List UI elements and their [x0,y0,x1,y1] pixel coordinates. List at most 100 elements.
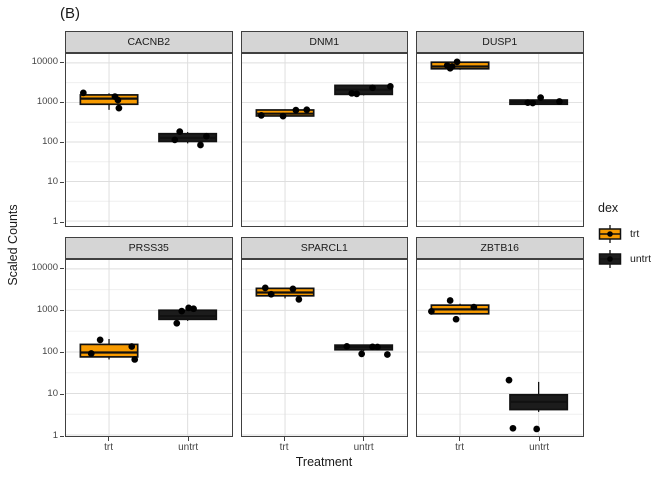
y-tick-label: 1000 [36,304,58,315]
facet-strip-sparcl1: SPARCL1 [240,237,408,259]
x-tick-mark [187,437,189,441]
y-axis-title: Scaled Counts [6,204,20,286]
facet-strip-label: ZBTB16 [480,242,519,254]
data-point-untrt [505,376,513,384]
y-tick-label: 10000 [31,262,58,273]
legend-point [607,231,613,237]
legend-items: trt untrt [598,224,651,269]
facet-strip-prss35: PRSS35 [65,237,233,259]
data-point-untrt [203,132,210,140]
data-point-untrt [373,343,381,351]
x-tick-mark [283,437,285,441]
facet-strip-dnm1: DNM1 [240,31,408,53]
data-point-trt [452,315,460,323]
data-point-untrt [537,94,544,102]
data-point-untrt [383,351,391,358]
y-tick-label: 1 [52,430,58,441]
y-tick-label: 10 [47,388,58,399]
data-point-trt [261,284,269,292]
y-tick-label: 10 [47,176,58,187]
facet-plot-cacnb2 [66,54,232,226]
x-tick-label-untrt: untrt [178,442,199,453]
facet-strip-zbtb16: ZBTB16 [416,237,584,259]
y-tick-label: 100 [42,136,58,147]
y-tick-label: 100 [42,346,58,357]
data-point-untrt [352,90,360,98]
data-point-untrt [357,350,365,358]
data-point-trt [267,290,275,298]
facet-panel-sparcl1 [240,259,408,437]
data-point-untrt [533,425,541,433]
facet-strip-label: DUSP1 [482,36,518,48]
data-point-untrt [197,141,204,149]
facet-plot-dnm1 [241,54,407,226]
legend-label-trt: trt [630,228,640,240]
y-tick-mark [60,435,64,437]
y-tick-mark [60,309,64,311]
legend-key-trt-boxplot-glyph [598,225,622,243]
figure-title: (B) [60,5,80,22]
y-tick-mark [60,221,64,223]
facet-panel-dnm1 [240,53,408,227]
facet-strip-label: PRSS35 [128,242,169,254]
data-point-trt [131,356,139,363]
data-point-trt [470,303,478,311]
data-point-untrt [529,99,537,107]
data-point-trt [289,285,296,293]
data-point-trt [453,58,461,66]
data-point-trt [279,112,286,120]
data-point-untrt [176,128,184,135]
y-tick-mark [60,101,64,103]
x-tick-label-trt: trt [455,442,464,453]
data-point-untrt [386,83,394,90]
legend-item-trt: trt [598,224,651,244]
x-tick-label-untrt: untrt [353,442,374,453]
data-point-trt [302,106,310,114]
y-tick-mark [60,267,64,269]
data-point-trt [428,307,435,315]
data-point-trt [128,343,136,350]
legend-label-untrt: untrt [630,253,652,265]
data-point-untrt [171,136,179,144]
facet-strip-label: SPARCL1 [300,242,348,254]
y-tick-mark [60,351,64,353]
facet-plot-dusp1 [417,54,583,226]
legend: dex trt untrt [598,201,651,274]
data-point-trt [446,297,454,304]
facet-plot-prss35 [66,260,232,436]
data-point-untrt [556,98,563,105]
data-point-trt [115,104,123,112]
facet-panel-cacnb2 [65,53,233,227]
facet-strip-cacnb2: CACNB2 [65,31,233,53]
y-tick-mark [60,393,64,395]
data-point-trt [446,64,454,72]
y-tick-mark [60,181,64,183]
data-point-trt [114,96,122,104]
x-tick-mark [363,437,365,441]
facet-panel-dusp1 [416,53,584,227]
data-point-trt [87,350,95,357]
facet-strip-dusp1: DUSP1 [416,31,584,53]
y-tick-label: 1 [52,216,58,227]
x-axis-title: Treatment [295,455,353,469]
data-point-untrt [509,424,517,432]
data-point-untrt [347,89,355,97]
x-tick-label-untrt: untrt [529,442,550,453]
data-point-trt [295,295,302,303]
data-point-untrt [368,343,376,351]
box-untrt [158,309,218,321]
legend-item-untrt: untrt [598,249,651,269]
data-point-untrt [368,84,376,92]
x-tick-mark [459,437,461,441]
legend-title: dex [598,201,619,215]
x-tick-mark [538,437,540,441]
y-tick-label: 10000 [31,56,58,67]
facet-strip-label: DNM1 [309,36,340,48]
data-point-untrt [173,319,181,327]
x-tick-mark [108,437,110,441]
facet-plot-zbtb16 [417,260,583,436]
data-point-untrt [178,307,186,315]
data-point-untrt [524,99,532,106]
y-tick-label: 1000 [36,96,58,107]
